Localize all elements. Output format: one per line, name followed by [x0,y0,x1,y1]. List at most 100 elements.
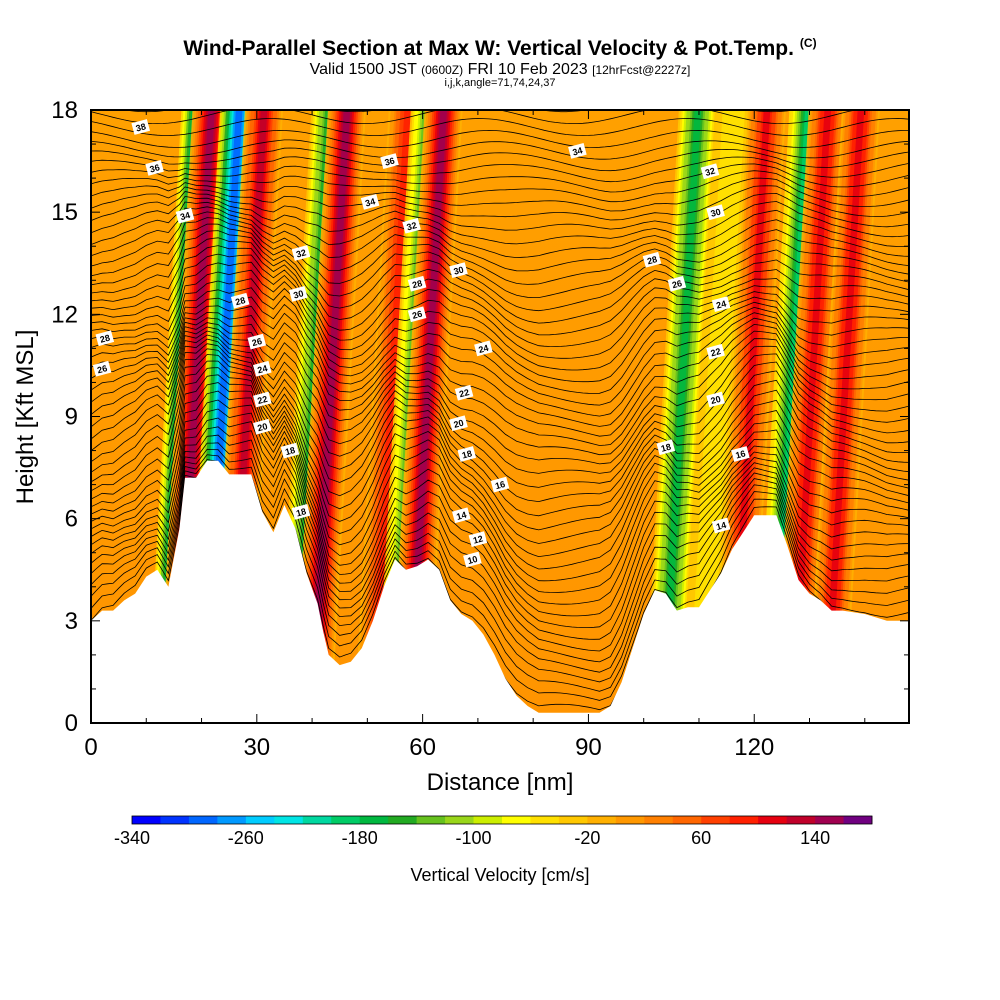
contour-label-23: 18 [457,446,477,462]
theta-contour-52 [123,110,796,113]
contour-label-text: 22 [256,394,268,406]
contour-label-bg [449,262,468,278]
velocity-plume-5 [308,110,351,723]
colorbar-swatch [473,816,503,824]
contour-label-bg [247,333,267,350]
theta-contour-50 [91,118,909,136]
contour-label-bg [402,217,421,234]
theta-contour-2 [91,454,909,692]
contour-label-bg [131,119,150,135]
colorbar-swatch [502,816,531,824]
contour-label-bg [642,251,662,268]
contour-label-text: 32 [295,247,307,259]
contour-label-bg [452,507,471,524]
contour-label-bg [280,442,300,459]
contour-label-12: 32 [291,245,311,261]
contour-label-6: 26 [247,333,267,350]
theta-contour-23 [91,317,909,446]
subtitle-date: FRI 10 Feb 2023 [467,61,588,78]
contour-label-bg [230,292,250,309]
contour-label-text: 20 [452,418,464,430]
contour-label-29: 32 [700,163,720,180]
contour-label-text: 32 [704,166,716,178]
theta-contour-26 [91,296,909,417]
contour-label-text: 30 [452,264,464,276]
contour-label-7: 24 [253,360,272,377]
theta-contour-46 [91,156,909,183]
contour-label-text: 28 [234,295,246,307]
contour-label-bg [407,306,427,323]
colorbar-frame [131,815,873,825]
theta-contour-21 [91,326,909,465]
contour-label-17: 30 [449,262,468,278]
contour-label-13: 30 [289,286,308,302]
theta-contour-35 [91,223,909,312]
x-tick-label: 30 [243,734,270,761]
contour-label-16: 32 [402,217,421,234]
contour-label-32: 26 [667,275,687,292]
contour-label-35: 20 [706,391,725,408]
contour-label-text: 22 [458,387,470,399]
contour-label-bg [145,160,164,176]
theta-contour-40 [91,195,909,245]
theta-contour-53 [91,83,909,100]
contour-label-text: 28 [411,278,423,290]
plot-clip-group: 38 36 34 28 26 28 26 24 22 20 18 18 32 30 36 34 32 30 28 26… [91,83,909,723]
terrain [91,460,909,723]
colorbar-swatch [558,816,588,824]
contour-label-bg [253,391,272,408]
contour-label-33: 24 [711,296,731,312]
contour-label-text: 36 [149,162,161,174]
contour-label-31: 28 [642,251,662,268]
colorbar-swatch [701,816,731,824]
colorbar-swatch [359,816,389,824]
contour-label-text: 28 [646,254,658,266]
colorbar-tick-label: -260 [228,828,264,848]
theta-contour-42 [91,185,909,221]
copyright-mark: (C) [799,36,817,50]
contour-label-bg [568,143,587,159]
theta-contour-43 [91,177,909,212]
theta-contour-41 [91,191,909,231]
subtitle-valid: Valid 1500 JST [309,61,417,78]
theta-contour-8 [91,408,909,628]
contour-label-text: 32 [406,220,418,232]
contour-label-bg [253,418,272,435]
chart-title: Wind-Parallel Section at Max W: Vertical… [0,36,1000,61]
contour-label-bg [360,194,380,210]
colorbar-tick-label: 60 [691,828,711,848]
contour-label-bg [253,360,272,377]
contour-label-27: 10 [463,551,482,568]
colorbar-swatch [132,816,161,824]
contour-label-bg [407,275,427,292]
contour-label-4: 26 [92,360,112,377]
contour-label-20: 24 [474,340,493,357]
contour-label-21: 22 [454,384,474,401]
contour-label-text: 28 [99,333,111,345]
contour-label-text: 16 [734,448,746,460]
colorbar: -340 -260 -180 -100 -20 60 140 [114,815,873,848]
colorbar-tick-label: -180 [342,828,378,848]
colorbar-swatch [416,816,446,824]
contour-label-22: 20 [449,415,468,432]
colorbar-swatch [758,816,788,824]
theta-contour-10 [91,390,909,605]
subtitle-forecast: [12hrFcst@2227z] [592,63,691,77]
contour-label-text: 24 [477,343,489,355]
theta-contour-13 [91,367,909,570]
contour-label-text: 20 [710,394,722,406]
contour-label-text: 36 [383,155,395,167]
contour-label-text: 20 [256,421,268,433]
velocity-plume-14 [822,110,865,723]
theta-contour-14 [91,360,909,558]
colorbar-swatch [615,816,645,824]
contour-label-bg [706,204,725,221]
theta-contour-4 [91,442,909,673]
contour-label-5: 28 [230,292,250,309]
theta-contour-5 [91,434,909,663]
theta-contour-7 [91,417,909,640]
theta-contour-39 [91,201,909,259]
theta-contour-20 [91,330,909,474]
y-tick-label: 12 [51,301,78,328]
